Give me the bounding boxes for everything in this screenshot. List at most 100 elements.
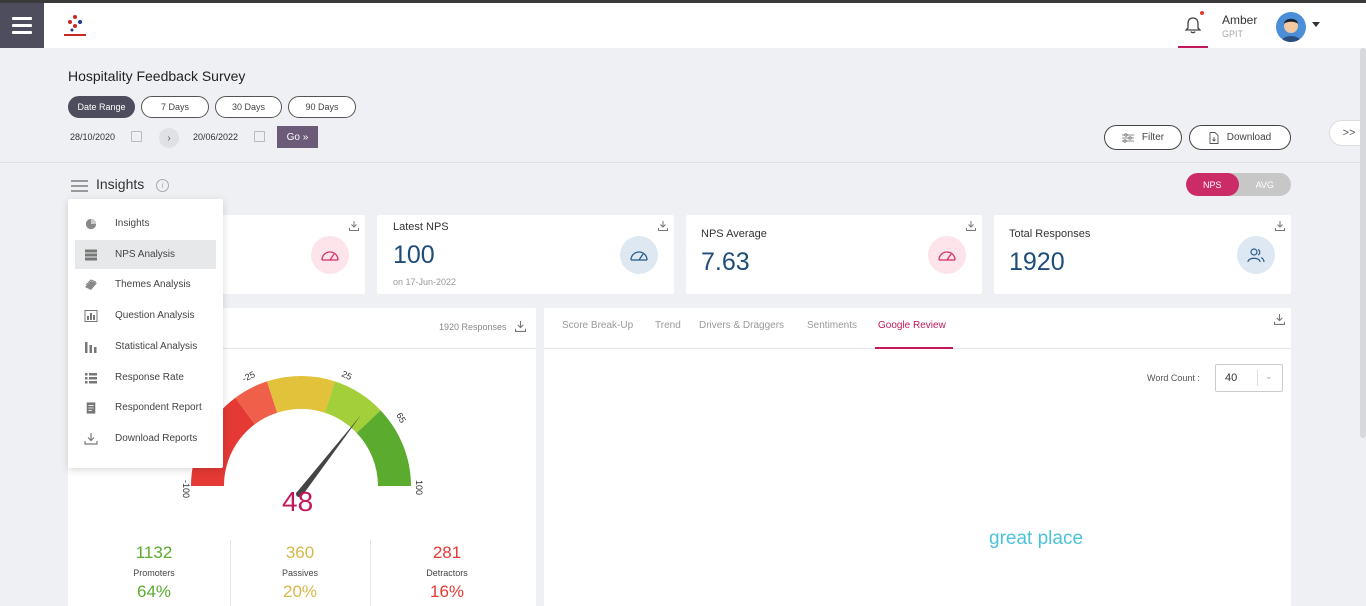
gauge-tick-label: 25 (340, 369, 353, 382)
word-count-value: 40 (1225, 372, 1238, 384)
menu-item-respondent-report[interactable]: Respondent Report (75, 393, 216, 422)
user-org: GPIT (1222, 29, 1244, 39)
kpi-card-latest-nps: Latest NPS 100 on 17-Jun-2022 (377, 215, 674, 294)
gauge-tick-label: -100 (181, 480, 191, 498)
analysis-tabs: Score Break-Up Trend Drivers & Draggers … (544, 308, 1291, 349)
gauge-icon (620, 236, 658, 274)
kpi-date: on 17-Jun-2022 (393, 277, 457, 287)
calendar-icon[interactable] (254, 131, 265, 142)
notification-bell-icon[interactable] (1178, 3, 1208, 48)
layers-icon (85, 278, 97, 290)
avg-toggle-option[interactable]: AVG (1255, 179, 1274, 190)
30-days-pill[interactable]: 30 Days (215, 96, 282, 118)
download-button[interactable]: Download (1189, 125, 1291, 150)
nps-toggle-option[interactable]: NPS (1186, 173, 1239, 196)
date-range-pill[interactable]: Date Range (68, 96, 135, 118)
kpi-value: 1920 (1009, 248, 1065, 276)
tab-drivers-draggers[interactable]: Drivers & Draggers (699, 320, 785, 331)
response-count: 1920 Responses (439, 322, 507, 332)
pie-chart-icon (85, 218, 97, 229)
menu-item-download-reports[interactable]: Download Reports (75, 424, 216, 453)
file-download-icon (1209, 131, 1219, 144)
menu-item-label: NPS Analysis (115, 249, 176, 260)
avatar[interactable] (1276, 12, 1306, 42)
gauge-needle (297, 415, 361, 496)
menu-icon[interactable] (71, 180, 88, 192)
stat-percent: 20% (282, 582, 318, 601)
google-review-panel: Score Break-Up Trend Drivers & Draggers … (544, 308, 1291, 606)
stat-label: Passives (281, 568, 318, 578)
divider (370, 540, 371, 606)
tab-trend[interactable]: Trend (655, 320, 681, 331)
word-count-select[interactable]: 40 ⌄ (1215, 364, 1283, 392)
top-bar: Amber GPIT (0, 0, 1366, 48)
server-icon (85, 249, 97, 260)
download-icon[interactable] (658, 221, 668, 231)
menu-item-question-analysis[interactable]: Question Analysis (75, 301, 216, 330)
word-cloud-word[interactable]: great place (989, 528, 1084, 549)
calendar-icon[interactable] (131, 131, 142, 142)
filter-button[interactable]: Filter (1104, 125, 1182, 150)
menu-item-statistical-analysis[interactable]: Statistical Analysis (75, 332, 216, 361)
hamburger-menu-button[interactable] (0, 3, 44, 48)
menu-item-insights[interactable]: Insights (75, 209, 216, 238)
date-from-input[interactable]: 28/10/2020 (70, 132, 116, 142)
kpi-value: 7.63 (701, 248, 750, 276)
download-icon[interactable] (349, 221, 359, 231)
download-label: Download (1226, 132, 1272, 143)
gauge-tick-label: 65 (394, 411, 408, 425)
filter-label: Filter (1141, 132, 1165, 143)
user-name: Amber (1222, 13, 1258, 27)
menu-item-label: Question Analysis (115, 310, 195, 321)
panel-header: 1920 Responses (68, 308, 536, 349)
bar-chart-box-icon (84, 309, 98, 322)
date-to-input[interactable]: 20/06/2022 (193, 132, 239, 142)
bar-chart-icon (85, 341, 97, 353)
nps-avg-toggle[interactable]: NPS AVG (1186, 173, 1291, 196)
active-tab-indicator (875, 347, 953, 349)
kpi-card-total-responses: Total Responses 1920 (994, 215, 1291, 294)
expand-panel-button[interactable]: >> (1329, 120, 1366, 146)
gauge-tick-label: 100 (414, 480, 424, 495)
kpi-card-nps-average: NPS Average 7.63 (686, 215, 982, 294)
company-logo (60, 11, 90, 39)
kpi-value: 100 (393, 241, 435, 269)
kpi-label: NPS Average (701, 228, 767, 240)
divider (230, 540, 231, 606)
menu-item-label: Themes Analysis (115, 279, 191, 290)
stat-label: Promoters (133, 568, 175, 578)
insights-title: Insights (96, 176, 145, 192)
download-icon[interactable] (966, 221, 976, 231)
stat-number: 281 (432, 543, 462, 562)
stat-label: Detractors (426, 568, 468, 578)
download-icon[interactable] (1275, 221, 1285, 231)
tab-score-break-up[interactable]: Score Break-Up (562, 320, 634, 331)
stat-percent: 64% (136, 582, 172, 601)
gauge-tick-label: -25 (241, 369, 257, 384)
list-icon (85, 372, 97, 383)
stat-promoters: 1132 Promoters 64% (84, 543, 224, 602)
download-icon[interactable] (515, 321, 526, 332)
7-days-pill[interactable]: 7 Days (141, 96, 209, 118)
download-icon (84, 432, 98, 445)
info-icon[interactable]: i (156, 179, 169, 192)
kpi-label: Total Responses (1009, 228, 1091, 240)
notification-dot (1200, 11, 1204, 15)
gauge-icon (311, 236, 349, 274)
tab-google-review[interactable]: Google Review (878, 320, 946, 331)
chevron-right-icon[interactable]: › (159, 128, 179, 148)
chevron-down-icon[interactable] (1312, 22, 1320, 27)
90-days-pill[interactable]: 90 Days (288, 96, 356, 118)
menu-item-response-rate[interactable]: Response Rate (75, 363, 216, 392)
menu-item-themes-analysis[interactable]: Themes Analysis (75, 270, 216, 299)
word-count-label: Word Count : (1147, 373, 1200, 383)
go-button[interactable]: Go » (277, 126, 318, 148)
page-title: Hospitality Feedback Survey (68, 68, 246, 84)
menu-item-nps-analysis[interactable]: NPS Analysis (75, 240, 216, 269)
document-icon (86, 401, 96, 414)
tab-sentiments[interactable]: Sentiments (807, 320, 858, 331)
page-scrollbar[interactable] (1360, 48, 1366, 438)
gauge-icon (928, 236, 966, 274)
stat-number: 360 (285, 543, 315, 562)
download-icon[interactable] (1274, 314, 1285, 325)
